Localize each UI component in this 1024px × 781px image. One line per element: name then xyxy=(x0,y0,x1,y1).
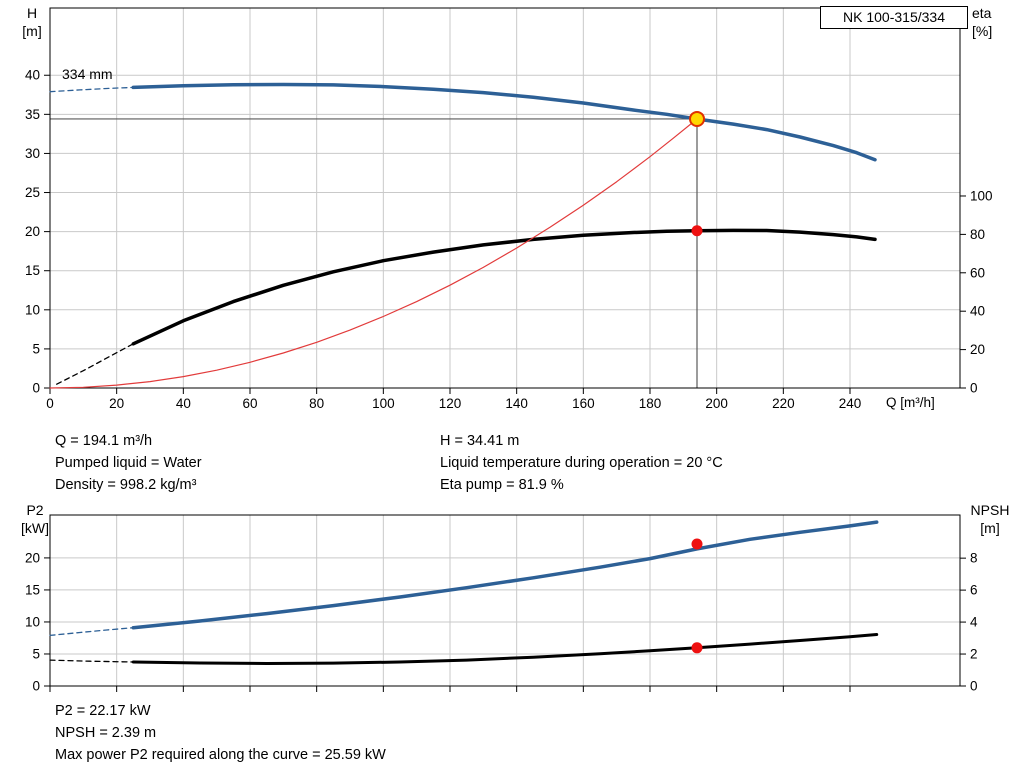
y-right-tick-label: 40 xyxy=(970,304,985,319)
plot-border xyxy=(49,7,961,389)
y-left-tick-label: 40 xyxy=(25,68,40,83)
y-right-tick-label: 2 xyxy=(970,647,978,662)
y-right-tick-label: 8 xyxy=(970,551,978,566)
p2-curve-lead xyxy=(49,627,134,637)
y-left-tick-label: 0 xyxy=(32,679,40,694)
y-left-tick-label: 20 xyxy=(25,550,40,565)
x-tick-label: 160 xyxy=(572,396,595,411)
h-axis-label: H [m] xyxy=(12,4,52,40)
power-info-maxpower: Max power P2 required along the curve = … xyxy=(55,747,386,763)
plot-border xyxy=(49,514,961,687)
impeller-diameter-label: 334 mm xyxy=(62,66,113,82)
duty-info-liquid: Pumped liquid = Water xyxy=(55,455,202,471)
head-curve xyxy=(131,82,877,162)
y-right-tick-label: 100 xyxy=(970,188,993,203)
x-tick-label: 40 xyxy=(176,396,191,411)
p2-curve xyxy=(131,520,879,630)
x-tick-label: 180 xyxy=(639,396,662,411)
y-left-tick-label: 25 xyxy=(25,185,40,200)
x-tick-label: 240 xyxy=(839,396,862,411)
qh-chart: 0 20 40 60 80 100 120 140 160 180 200 220 2400510152… xyxy=(25,7,993,411)
p2-axis-label: P2 [kW] xyxy=(15,501,55,537)
x-tick-label: 0 xyxy=(46,396,54,411)
y-left-tick-label: 10 xyxy=(25,302,40,317)
y-left-tick-label: 30 xyxy=(25,146,40,161)
x-tick-label: 120 xyxy=(439,396,462,411)
duty-info-right: H = 34.41 m Liquid temperature during op… xyxy=(440,430,723,496)
system-curve xyxy=(49,118,698,389)
y-right-tick-label: 20 xyxy=(970,342,985,357)
eta-axis-label: eta [%] xyxy=(972,4,1020,40)
eta-curve-lead xyxy=(56,343,134,385)
p2-axis-label-line1: P2 xyxy=(26,502,44,518)
y-right-tick-label: 0 xyxy=(970,381,978,396)
y-left-tick-label: 15 xyxy=(25,582,40,597)
duty-info-eta: Eta pump = 81.9 % xyxy=(440,477,564,493)
npsh-axis-label: NPSH [m] xyxy=(963,501,1017,537)
x-tick-label: 220 xyxy=(772,396,795,411)
x-tick-label: 140 xyxy=(505,396,528,411)
npsh-axis-label-line1: NPSH xyxy=(970,502,1010,518)
npsh-curve xyxy=(131,633,879,665)
x-tick-label: 80 xyxy=(309,396,324,411)
h-axis-label-line2: [m] xyxy=(22,23,42,39)
h-axis-label-line1: H xyxy=(26,5,38,21)
npsh-curve-lead xyxy=(49,659,134,663)
y-left-tick-label: 35 xyxy=(25,107,40,122)
eta-axis-label-line2: [%] xyxy=(972,23,993,39)
npsh-duty-point xyxy=(691,642,703,654)
y-left-tick-label: 20 xyxy=(25,224,40,239)
pump-model-badge: NK 100-315/334 xyxy=(820,6,968,29)
npsh-axis-label-line2: [m] xyxy=(980,520,1000,536)
duty-info-q: Q = 194.1 m³/h xyxy=(55,433,153,449)
duty-info-temperature: Liquid temperature during operation = 20… xyxy=(440,455,723,471)
y-right-tick-label: 0 xyxy=(970,679,978,694)
duty-info-h: H = 34.41 m xyxy=(440,433,520,449)
duty-info-density: Density = 998.2 kg/m³ xyxy=(55,477,197,493)
p2-axis-label-line2: [kW] xyxy=(21,520,49,536)
y-left-tick-label: 5 xyxy=(32,341,40,356)
y-left-tick-label: 10 xyxy=(25,614,40,629)
p2-npsh-chart: 0 5 10 15 20 0 2 4 6 8 xyxy=(25,514,978,694)
head-curve-lead xyxy=(49,86,134,93)
q-axis-label: Q [m³/h] xyxy=(886,395,935,410)
y-left-tick-label: 15 xyxy=(25,263,40,278)
x-tick-label: 100 xyxy=(372,396,395,411)
y-right-tick-label: 60 xyxy=(970,265,985,280)
power-info: P2 = 22.17 kW NPSH = 2.39 m Max power P2… xyxy=(55,700,386,766)
duty-info-left: Q = 194.1 m³/h Pumped liquid = Water Den… xyxy=(55,430,202,496)
x-tick-label: 60 xyxy=(242,396,257,411)
power-info-npsh: NPSH = 2.39 m xyxy=(55,725,157,741)
y-left-tick-label: 5 xyxy=(32,646,40,661)
y-left-tick-label: 0 xyxy=(32,381,40,396)
y-right-tick-label: 6 xyxy=(970,583,978,598)
y-right-tick-label: 80 xyxy=(970,227,985,242)
duty-point xyxy=(689,110,705,127)
p2-duty-point xyxy=(691,538,703,550)
eta-duty-point xyxy=(691,225,703,237)
x-tick-label: 20 xyxy=(109,396,124,411)
eta-curve xyxy=(131,228,877,346)
power-info-p2: P2 = 22.17 kW xyxy=(55,703,151,719)
y-right-tick-label: 4 xyxy=(970,615,978,630)
eta-axis-label-line1: eta xyxy=(972,5,992,21)
x-tick-label: 200 xyxy=(705,396,728,411)
